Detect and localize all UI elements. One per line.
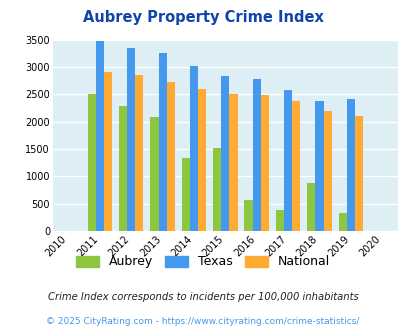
Text: Crime Index corresponds to incidents per 100,000 inhabitants: Crime Index corresponds to incidents per… bbox=[47, 292, 358, 302]
Bar bbox=[87, 94, 96, 231]
Bar bbox=[166, 82, 175, 231]
Bar bbox=[260, 95, 268, 231]
Bar bbox=[119, 106, 127, 231]
Bar bbox=[323, 111, 331, 231]
Bar bbox=[158, 53, 166, 231]
Bar bbox=[354, 115, 362, 231]
Bar bbox=[275, 210, 283, 231]
Bar bbox=[150, 117, 158, 231]
Bar bbox=[284, 90, 292, 231]
Bar bbox=[181, 158, 190, 231]
Bar bbox=[213, 148, 221, 231]
Bar bbox=[104, 72, 112, 231]
Bar bbox=[198, 89, 206, 231]
Bar bbox=[229, 94, 237, 231]
Bar bbox=[252, 79, 260, 231]
Bar bbox=[244, 200, 252, 231]
Bar bbox=[135, 75, 143, 231]
Bar bbox=[346, 99, 354, 231]
Bar bbox=[127, 48, 135, 231]
Bar bbox=[338, 213, 346, 231]
Legend: Aubrey, Texas, National: Aubrey, Texas, National bbox=[76, 255, 329, 268]
Bar bbox=[190, 66, 198, 231]
Bar bbox=[292, 101, 300, 231]
Text: © 2025 CityRating.com - https://www.cityrating.com/crime-statistics/: © 2025 CityRating.com - https://www.city… bbox=[46, 317, 359, 326]
Bar bbox=[307, 183, 315, 231]
Bar bbox=[221, 76, 229, 231]
Bar bbox=[96, 41, 104, 231]
Text: Aubrey Property Crime Index: Aubrey Property Crime Index bbox=[82, 10, 323, 25]
Bar bbox=[315, 101, 323, 231]
